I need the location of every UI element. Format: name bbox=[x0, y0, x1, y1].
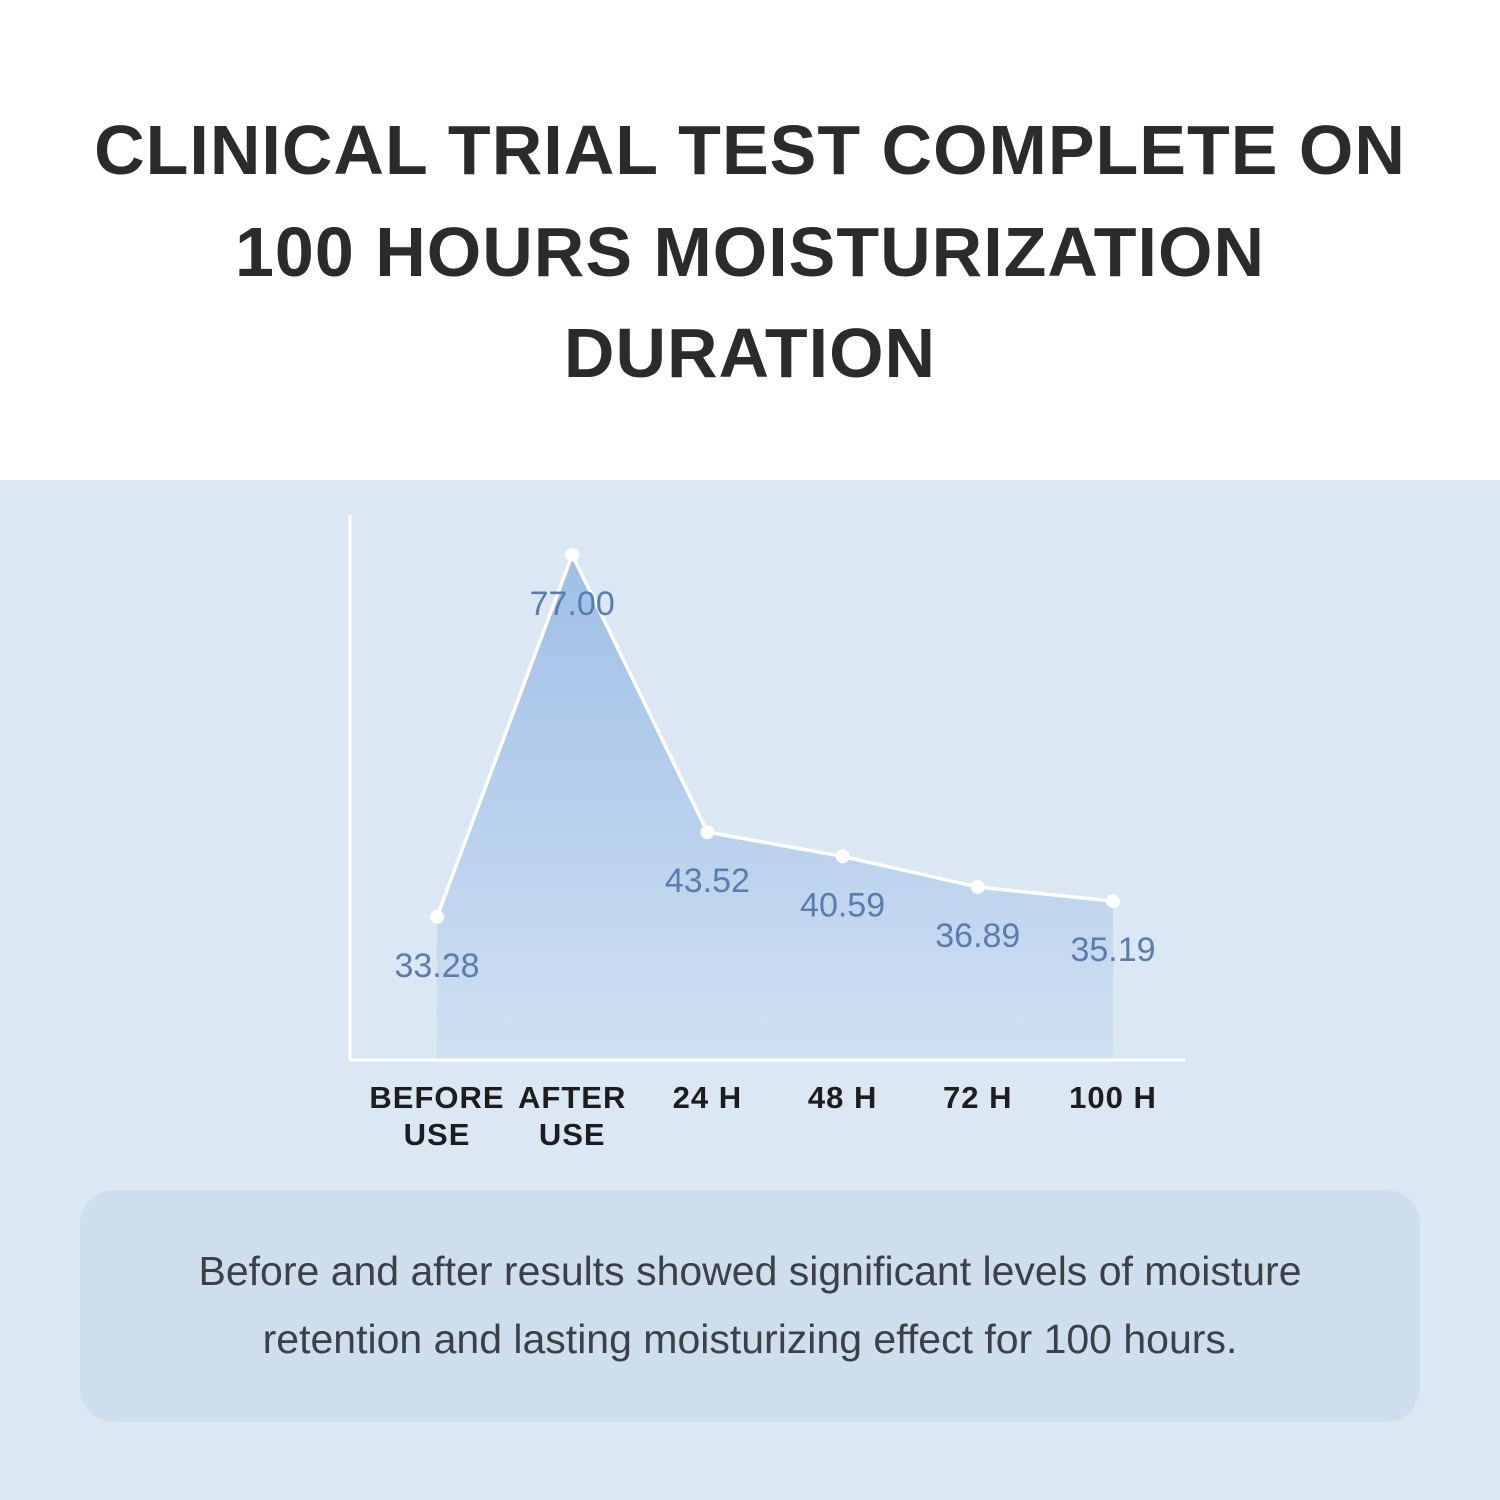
result-note-card: Before and after results showed signific… bbox=[80, 1190, 1420, 1422]
moisture-duration-chart: 33.28 77.00 43.52 40.59 36.89 35.19 BEFORE USEA… bbox=[348, 515, 1185, 1152]
data-point bbox=[700, 825, 715, 840]
data-point bbox=[430, 909, 444, 924]
value-label: 43.52 bbox=[665, 862, 750, 900]
value-label: 77.00 bbox=[530, 585, 615, 623]
chart-section: 33.28 77.00 43.52 40.59 36.89 35.19 BEFORE USE A… bbox=[0, 480, 1500, 1500]
page-title: CLINICAL TRIAL TEST COMPLETE ON 100 HOUR… bbox=[94, 111, 1406, 392]
data-point bbox=[970, 880, 985, 895]
area-fill bbox=[437, 554, 1113, 1060]
x-tick-label: BEFORE USE bbox=[369, 1080, 504, 1152]
data-point bbox=[565, 547, 580, 562]
x-tick-label: 100 H bbox=[1069, 1080, 1157, 1115]
x-tick-label: AFTER USE bbox=[518, 1080, 626, 1152]
x-tick-label: 72 H bbox=[943, 1080, 1012, 1115]
value-label: 40.59 bbox=[800, 886, 885, 924]
x-tick-label: 48 H bbox=[808, 1080, 877, 1115]
data-point bbox=[1106, 894, 1120, 909]
data-point bbox=[835, 849, 850, 864]
value-label: 35.19 bbox=[1070, 931, 1155, 969]
value-label: 33.28 bbox=[394, 947, 479, 985]
value-label: 36.89 bbox=[935, 917, 1020, 955]
header: CLINICAL TRIAL TEST COMPLETE ON 100 HOUR… bbox=[0, 0, 1500, 405]
result-note-text: Before and after results showed signific… bbox=[198, 1248, 1302, 1362]
x-tick-label: 24 H bbox=[673, 1080, 742, 1115]
trend-line bbox=[435, 553, 1115, 919]
